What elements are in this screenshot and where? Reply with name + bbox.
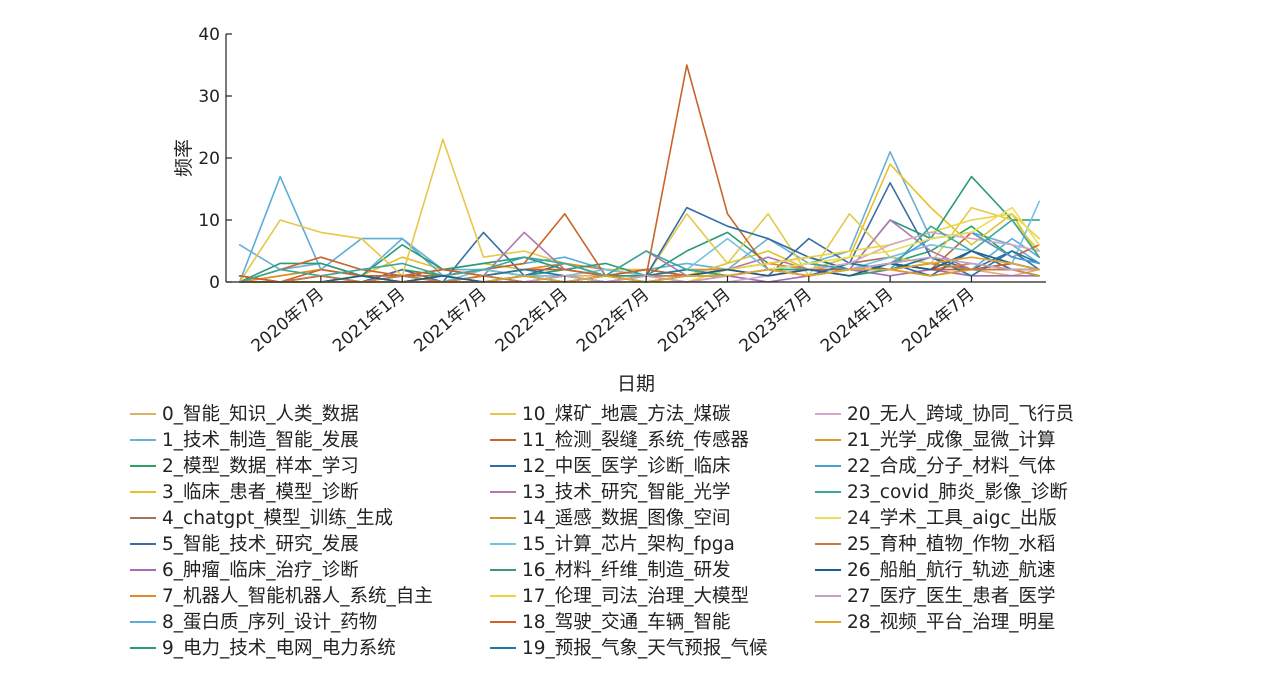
legend-item-16: 16_材料_纤维_制造_研发 (490, 560, 731, 581)
x-tick-label-1: 2021年1月 (329, 285, 409, 357)
legend-label-16: 16_材料_纤维_制造_研发 (522, 560, 731, 581)
legend-label-15: 15_计算_芯片_架构_fpga (522, 534, 735, 555)
legend-item-12: 12_中医_医学_诊断_临床 (490, 456, 731, 477)
x-tick-label-7: 2024年1月 (817, 285, 897, 357)
legend-item-9: 9_电力_技术_电网_电力系统 (130, 638, 396, 659)
series-line-23 (238, 219, 1040, 283)
legend-label-10: 10_煤矿_地震_方法_煤碳 (522, 404, 731, 425)
y-tick-label-4: 40 (198, 25, 220, 45)
legend-label-14: 14_遥感_数据_图像_空间 (522, 508, 731, 529)
legend-label-21: 21_光学_成像_显微_计算 (847, 430, 1056, 451)
y-tick-label-3: 30 (198, 87, 220, 107)
legend-item-20: 20_无人_跨域_协同_飞行员 (815, 404, 1074, 425)
x-tick-label-6: 2023年7月 (736, 285, 816, 357)
legend-item-18: 18_驾驶_交通_车辆_智能 (490, 612, 731, 633)
legend-item-6: 6_肿瘤_临床_治疗_诊断 (130, 560, 359, 581)
legend-label-26: 26_船舶_航行_轨迹_航速 (847, 560, 1056, 581)
x-axis-title: 日期 (617, 373, 655, 395)
legend-item-0: 0_智能_知识_人类_数据 (130, 404, 359, 425)
legend-label-23: 23_covid_肺炎_影像_诊断 (847, 482, 1068, 503)
legend-label-2: 2_模型_数据_样本_学习 (162, 456, 359, 477)
legend-item-14: 14_遥感_数据_图像_空间 (490, 508, 731, 529)
legend-item-13: 13_技术_研究_智能_光学 (490, 482, 731, 503)
x-tick-label-4: 2022年7月 (573, 285, 653, 357)
legend-item-26: 26_船舶_航行_轨迹_航速 (815, 560, 1056, 581)
legend-label-7: 7_机器人_智能机器人_系统_自主 (162, 586, 433, 607)
legend-item-11: 11_检测_裂缝_系统_传感器 (490, 430, 749, 451)
legend-label-11: 11_检测_裂缝_系统_传感器 (522, 430, 749, 451)
legend-label-5: 5_智能_技术_研究_发展 (162, 534, 359, 555)
legend-item-21: 21_光学_成像_显微_计算 (815, 430, 1056, 451)
legend-label-28: 28_视频_平台_治理_明星 (847, 612, 1056, 633)
legend-item-7: 7_机器人_智能机器人_系统_自主 (130, 586, 433, 607)
plot-lines (238, 64, 1040, 283)
legend-item-19: 19_预报_气象_天气预报_气候 (490, 638, 768, 659)
legend-label-13: 13_技术_研究_智能_光学 (522, 482, 731, 503)
legend-label-24: 24_学术_工具_aigc_出版 (847, 508, 1057, 529)
series-line-3 (238, 163, 1040, 283)
series-line-11 (238, 64, 1040, 283)
legend-label-9: 9_电力_技术_电网_电力系统 (162, 638, 396, 659)
x-tick-label-0: 2020年7月 (248, 285, 328, 357)
x-tick-label-5: 2023年1月 (654, 285, 734, 357)
legend-label-4: 4_chatgpt_模型_训练_生成 (162, 508, 393, 529)
legend-label-19: 19_预报_气象_天气预报_气候 (522, 638, 768, 659)
x-tick-label-8: 2024年7月 (898, 285, 978, 357)
legend-item-24: 24_学术_工具_aigc_出版 (815, 508, 1057, 529)
legend-item-27: 27_医疗_医生_患者_医学 (815, 586, 1056, 607)
legend-label-17: 17_伦理_司法_治理_大模型 (522, 586, 749, 607)
legend-item-8: 8_蛋白质_序列_设计_药物 (130, 612, 377, 633)
legend-label-3: 3_临床_患者_模型_诊断 (162, 482, 359, 503)
legend-item-3: 3_临床_患者_模型_诊断 (130, 482, 359, 503)
y-tick-label-0: 0 (209, 273, 220, 293)
series-line-9 (238, 175, 1040, 283)
legend-item-25: 25_育种_植物_作物_水稻 (815, 534, 1056, 555)
legend-label-18: 18_驾驶_交通_车辆_智能 (522, 612, 731, 633)
legend-item-1: 1_技术_制造_智能_发展 (130, 430, 359, 451)
legend: 0_智能_知识_人类_数据 1_技术_制造_智能_发展 2_模型_数据_样本_学习 3… (130, 404, 1074, 659)
legend-label-8: 8_蛋白质_序列_设计_药物 (162, 612, 377, 633)
y-tick-label-1: 10 (198, 211, 220, 231)
legend-label-22: 22_合成_分子_材料_气体 (847, 456, 1056, 477)
legend-item-10: 10_煤矿_地震_方法_煤碳 (490, 404, 731, 425)
legend-label-12: 12_中医_医学_诊断_临床 (522, 456, 731, 477)
legend-item-2: 2_模型_数据_样本_学习 (130, 456, 359, 477)
legend-item-5: 5_智能_技术_研究_发展 (130, 534, 359, 555)
legend-item-17: 17_伦理_司法_治理_大模型 (490, 586, 749, 607)
legend-item-15: 15_计算_芯片_架构_fpga (490, 534, 735, 555)
legend-item-22: 22_合成_分子_材料_气体 (815, 456, 1056, 477)
y-axis-title: 频率 (173, 139, 195, 177)
legend-label-20: 20_无人_跨域_协同_飞行员 (847, 404, 1074, 425)
legend-item-4: 4_chatgpt_模型_训练_生成 (130, 508, 393, 529)
legend-label-25: 25_育种_植物_作物_水稻 (847, 534, 1056, 555)
series-line-8 (238, 175, 1040, 283)
legend-item-28: 28_视频_平台_治理_明星 (815, 612, 1056, 633)
x-tick-label-2: 2021年7月 (410, 285, 490, 357)
legend-label-1: 1_技术_制造_智能_发展 (162, 430, 359, 451)
x-tick-label-3: 2022年1月 (492, 285, 572, 357)
legend-label-0: 0_智能_知识_人类_数据 (162, 404, 359, 425)
legend-item-23: 23_covid_肺炎_影像_诊断 (815, 482, 1068, 503)
legend-label-27: 27_医疗_医生_患者_医学 (847, 586, 1056, 607)
series-line-1 (238, 151, 1040, 277)
legend-label-6: 6_肿瘤_临床_治疗_诊断 (162, 560, 359, 581)
y-tick-label-2: 20 (198, 149, 220, 169)
